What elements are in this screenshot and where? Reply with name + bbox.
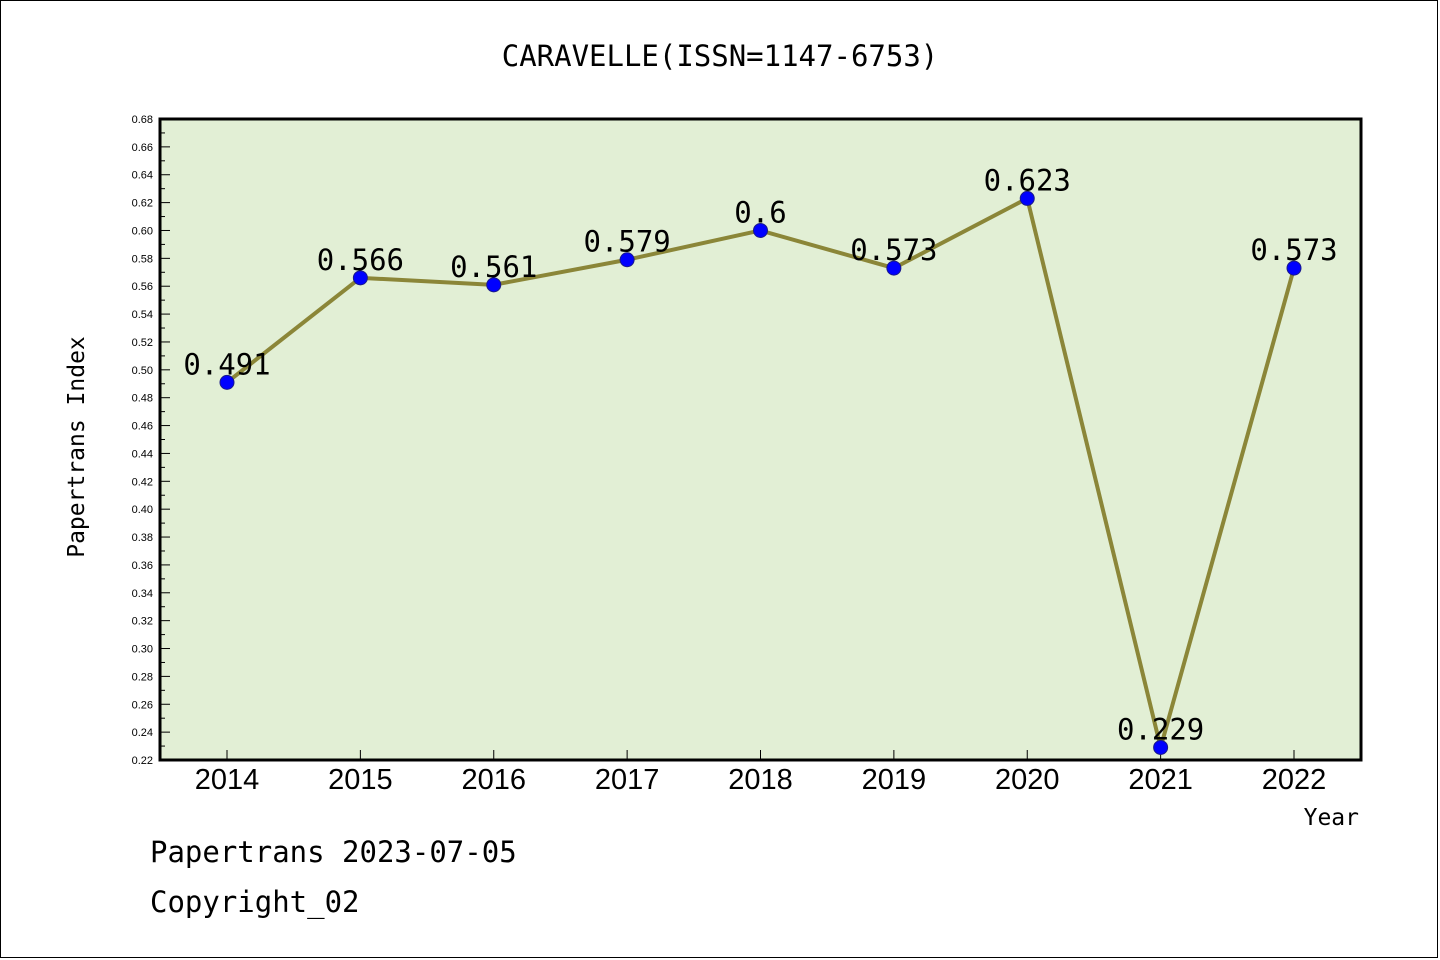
data-label: 0.6 <box>734 195 786 229</box>
y-tick-label: 0.62 <box>132 198 153 210</box>
y-tick-label: 0.42 <box>132 476 153 488</box>
y-tick-label: 0.44 <box>132 448 153 460</box>
y-tick-label: 0.56 <box>132 281 153 293</box>
data-point-marker <box>1153 739 1169 755</box>
data-label: 0.623 <box>984 163 1071 197</box>
data-point-marker <box>886 260 902 276</box>
x-tick-label: 2021 <box>1128 764 1193 796</box>
x-tick-label: 2017 <box>595 764 660 796</box>
y-tick-label: 0.28 <box>132 671 153 683</box>
data-label: 0.229 <box>1117 712 1204 746</box>
data-point-marker <box>1286 260 1302 276</box>
y-tick-label: 0.30 <box>132 644 153 656</box>
y-tick-label: 0.52 <box>132 337 153 349</box>
data-point-marker <box>619 252 635 268</box>
y-tick-label: 0.54 <box>132 309 153 321</box>
footer-date: Papertrans 2023-07-05 <box>150 835 517 869</box>
data-point-marker <box>486 277 502 293</box>
y-tick-label: 0.68 <box>132 114 153 126</box>
y-axis: 0.22 0.24 0.26 0.28 0.30 0.32 0.34 0.36 0.38 0.40… <box>132 114 170 767</box>
data-label: 0.566 <box>317 243 404 277</box>
x-tick-label: 2018 <box>728 764 793 796</box>
x-axis-title: Year <box>1304 805 1359 831</box>
chart-title: CARAVELLE(ISSN=1147-6753) <box>502 39 939 73</box>
data-point-marker <box>352 270 368 286</box>
y-tick-label: 0.58 <box>132 253 153 265</box>
x-tick-label: 2015 <box>328 764 393 796</box>
data-label: 0.573 <box>850 233 937 267</box>
y-axis-title: Papertrans Index <box>64 336 90 558</box>
data-point-marker <box>219 374 235 390</box>
x-tick-label: 2016 <box>461 764 526 796</box>
data-labels: 0.491 0.566 0.561 0.579 0.6 0.573 0.623 0.229 0.… <box>183 163 1337 746</box>
y-tick-label: 0.26 <box>132 699 153 711</box>
data-point-marker <box>1019 190 1035 206</box>
y-tick-label: 0.46 <box>132 421 153 433</box>
y-tick-label: 0.24 <box>132 727 153 739</box>
series-group <box>219 190 1302 755</box>
data-label: 0.491 <box>183 347 270 381</box>
y-tick-label: 0.48 <box>132 393 153 405</box>
y-tick-label: 0.32 <box>132 616 153 628</box>
y-tick-label: 0.34 <box>132 588 153 600</box>
data-point-marker <box>753 222 768 238</box>
data-label: 0.579 <box>583 225 670 259</box>
y-tick-label: 0.22 <box>132 755 153 767</box>
x-tick-label: 2019 <box>862 764 927 796</box>
data-label: 0.573 <box>1250 233 1337 267</box>
y-tick-label: 0.36 <box>132 560 153 572</box>
y-tick-label: 0.38 <box>132 532 153 544</box>
data-label: 0.561 <box>450 250 537 284</box>
y-tick-label: 0.40 <box>132 504 153 516</box>
y-tick-label: 0.66 <box>132 142 153 154</box>
x-tick-label: 2020 <box>995 764 1060 796</box>
y-tick-label: 0.60 <box>132 225 153 237</box>
x-tick-label: 2014 <box>195 764 260 796</box>
y-tick-label: 0.64 <box>132 170 153 182</box>
x-tick-label: 2022 <box>1262 764 1327 796</box>
y-tick-label: 0.50 <box>132 365 153 377</box>
x-axis: 2014 2015 2016 2017 2018 2019 2020 2021 2022 <box>195 750 1327 796</box>
footer-copyright: Copyright_02 <box>150 885 360 919</box>
